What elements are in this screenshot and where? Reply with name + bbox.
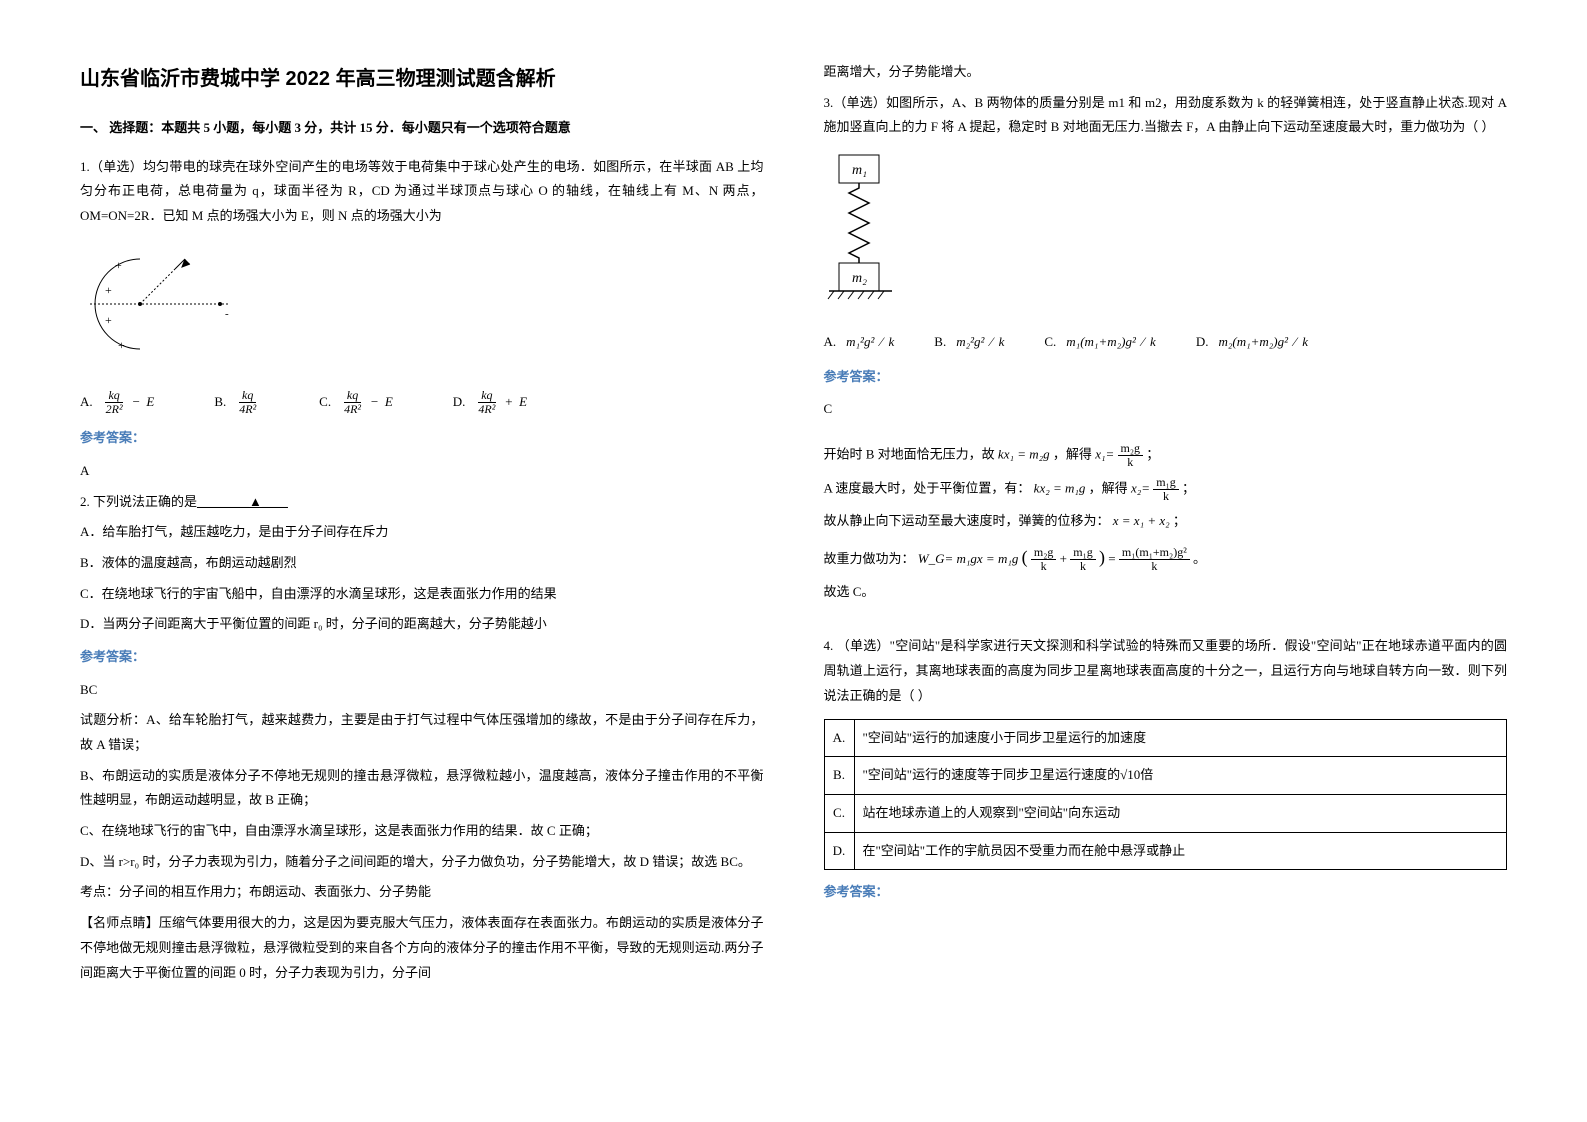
q3-sol3: 故从静止向下运动至最大速度时，弹簧的位移为： x = x₁ + x₂ ； [824,509,1508,534]
q3-optA: A. m₁²g²⁄k [824,330,895,355]
q3-answer-label: 参考答案： [824,365,1508,390]
q1-text: 1.（单选）均匀带电的球壳在球外空间产生的电场等效于电荷集中于球心处产生的电场．… [80,155,764,229]
q4-answer-label: 参考答案： [824,880,1508,905]
q2-answer: BC [80,678,764,703]
col2-continuation: 距离增大，分子势能增大。 [824,60,1508,85]
q2-analysis2: B、布朗运动的实质是液体分子不停地无规则的撞击悬浮微粒，悬浮微粒越小，温度越高，… [80,764,764,813]
q1-answer: A [80,459,764,484]
q2-analysis4: D、当 r>r₀ 时，分子力表现为引力，随着分子之间间距的增大，分子力做负功，分… [80,850,764,875]
svg-text:-: - [225,308,229,320]
m2-label: m₂ [852,271,867,286]
right-column: 距离增大，分子势能增大。 3.（单选）如图所示，A、B 两物体的质量分别是 m1… [794,60,1538,1062]
q2-dianjing: 【名师点睛】压缩气体要用很大的力，这是因为要克服大气压力，液体表面存在表面张力。… [80,911,764,985]
q1-options: A. kq2R² − E B. kq4R² C. kq4R² − E D. kq… [80,389,764,416]
q1-optC: C. kq4R² − E [319,389,393,416]
q3-diagram: m₁ m₂ [824,150,904,320]
q2-analysis3: C、在绕地球飞行的宙飞中，自由漂浮水滴呈球形，这是表面张力作用的结果．故 C 正… [80,819,764,844]
q1-optB: B. kq4R² [214,389,259,416]
q2-optC: C．在绕地球飞行的宇宙飞船中，自由漂浮的水滴呈球形，这是表面张力作用的结果 [80,582,764,607]
document-title: 山东省临沂市费城中学 2022 年高三物理测试题含解析 [80,60,764,98]
q4-rowC-text: 站在地球赤道上的人观察到"空间站"向东运动 [854,794,1507,832]
q4-rowD-text: 在"空间站"工作的宇航员因不受重力而在舱中悬浮或静止 [854,832,1507,870]
q3-sol5: 故选 C。 [824,580,1508,605]
q2-stem: 2. 下列说法正确的是________▲____ [80,490,764,515]
q4-rowD-label: D. [824,832,854,870]
q3-answer: C [824,397,1508,422]
q4-rowB-label: B. [824,757,854,795]
q2-analysis1: 试题分析：A、给车轮胎打气，越来越费力，主要是由于打气过程中气体压强增加的缘故，… [80,708,764,757]
q2-answer-label: 参考答案： [80,645,764,670]
q4-table: A. "空间站"运行的加速度小于同步卫星运行的加速度 B. "空间站"运行的速度… [824,719,1508,871]
q4-rowB-text: "空间站"运行的速度等于同步卫星运行速度的√10倍 [854,757,1507,795]
q4-rowC-label: C. [824,794,854,832]
q1-optA: A. kq2R² − E [80,389,154,416]
q3-optD: D. m₂(m₁+m₂)g²⁄k [1196,330,1308,355]
table-row: C. 站在地球赤道上的人观察到"空间站"向东运动 [824,794,1507,832]
q3-sol4: 故重力做功为： W_G= m₁gx = m₁g ( m₂gk + m₁gk ) … [824,540,1508,574]
q2-kaodian: 考点：分子间的相互作用力；布朗运动、表面张力、分子势能 [80,880,764,905]
q2-optD: D．当两分子间距离大于平衡位置的间距 r₀ 时，分子间的距离越大，分子势能越小 [80,612,764,637]
section-header: 一、 选择题：本题共 5 小题，每小题 3 分，共计 15 分．每小题只有一个选… [80,116,764,141]
q3-optC: C. m₁(m₁+m₂)g²⁄k [1044,330,1155,355]
q3-optB: B. m₂²g²⁄k [934,330,1004,355]
q3-options: A. m₁²g²⁄k B. m₂²g²⁄k C. m₁(m₁+m₂)g²⁄k D… [824,330,1508,355]
q4-rowA-label: A. [824,719,854,757]
q2-optA: A．给车胎打气，越压越吃力，是由于分子间存在斥力 [80,520,764,545]
q1-optD: D. kq4R² + E [453,389,527,416]
table-row: A. "空间站"运行的加速度小于同步卫星运行的加速度 [824,719,1507,757]
q3-text: 3.（单选）如图所示，A、B 两物体的质量分别是 m1 和 m2，用劲度系数为 … [824,91,1508,140]
m1-label: m₁ [852,163,867,178]
q3-sol1: 开始时 B 对地面恰无压力，故 kx₁ = m₂g ，解得 x₁= m₂gk ； [824,442,1508,469]
table-row: B. "空间站"运行的速度等于同步卫星运行速度的√10倍 [824,757,1507,795]
left-column: 山东省临沂市费城中学 2022 年高三物理测试题含解析 一、 选择题：本题共 5… [50,60,794,1062]
svg-text:+: + [115,258,122,272]
svg-text:+: + [105,313,112,327]
svg-text:+: + [105,283,112,297]
q4-text: 4. （单选）"空间站"是科学家进行天文探测和科学试验的特殊而又重要的场所．假设… [824,634,1508,708]
svg-text:+: + [118,338,125,352]
q4-rowA-text: "空间站"运行的加速度小于同步卫星运行的加速度 [854,719,1507,757]
q2-optB: B．液体的温度越高，布朗运动越剧烈 [80,551,764,576]
table-row: D. 在"空间站"工作的宇航员因不受重力而在舱中悬浮或静止 [824,832,1507,870]
q1-answer-label: 参考答案： [80,426,764,451]
q1-diagram: + + + + - [80,239,250,379]
q3-sol2: A 速度最大时，处于平衡位置，有： kx₂ = m₁g ，解得 x₂= m₁gk… [824,476,1508,503]
